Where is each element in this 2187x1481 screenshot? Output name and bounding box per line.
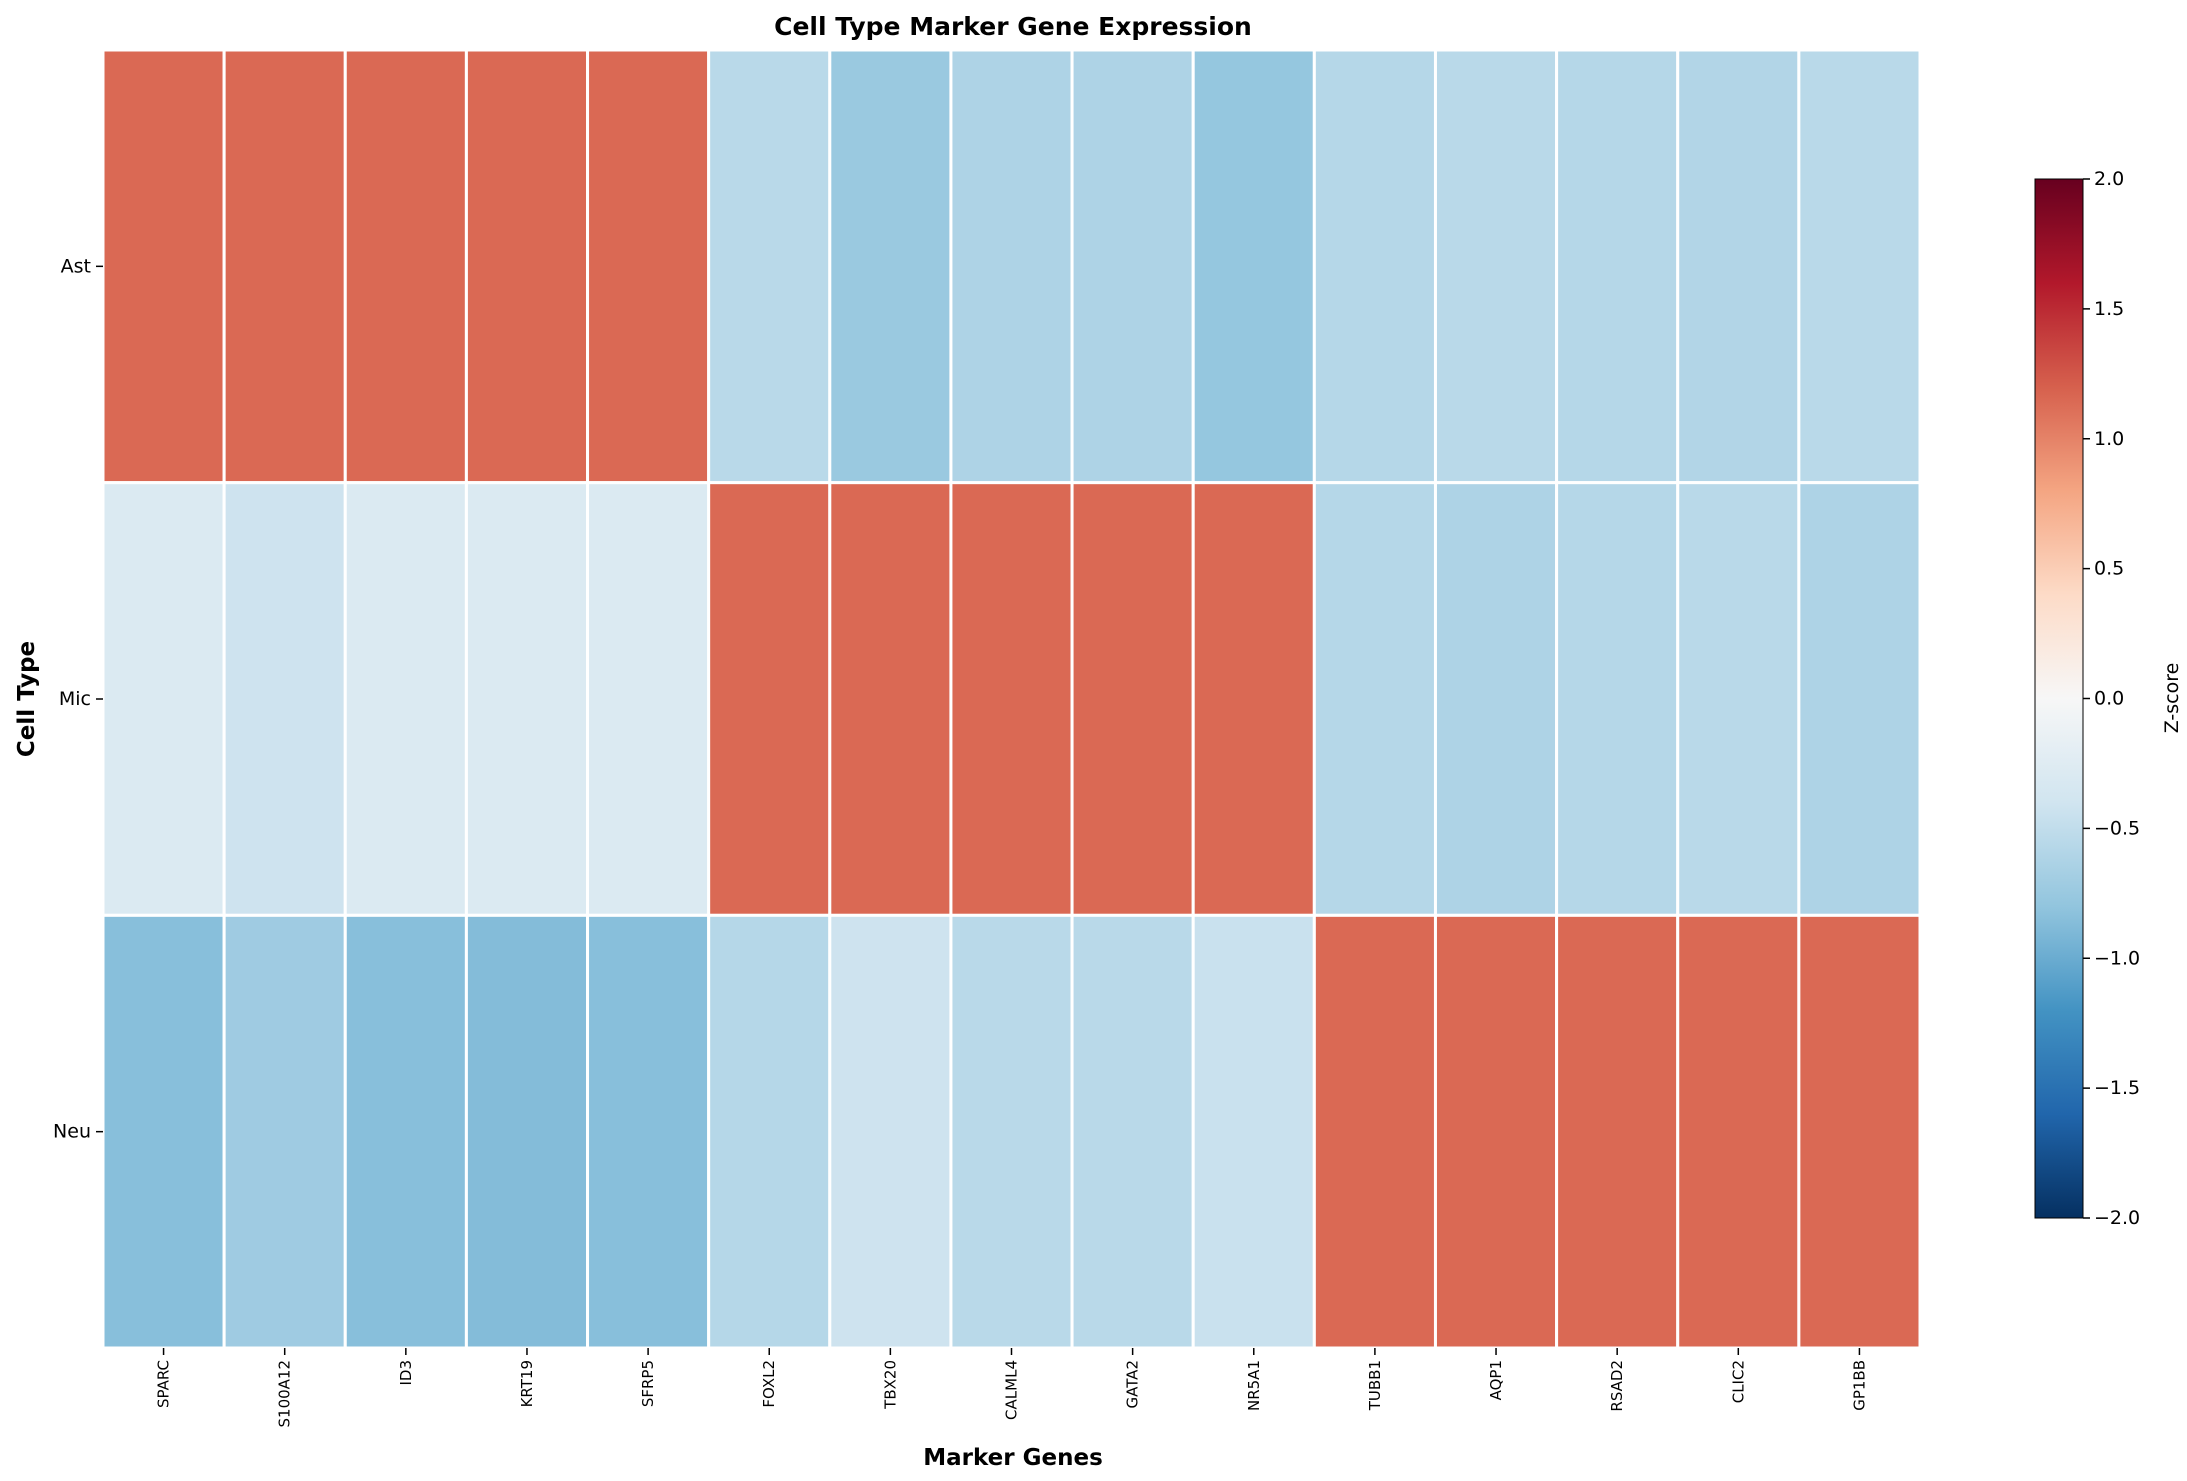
x-tick-label: S100A12	[276, 1360, 294, 1428]
x-tick-label: FOXL2	[760, 1360, 778, 1408]
y-tick-label: Ast	[61, 255, 91, 277]
x-tick-label: ID3	[397, 1360, 415, 1386]
x-tick-label: GATA2	[1124, 1360, 1142, 1409]
x-tick-label: AQP1	[1487, 1360, 1505, 1400]
heatmap-cell	[222, 913, 347, 1350]
heatmap-cell	[1191, 481, 1316, 917]
heatmap-cell	[1797, 481, 1922, 917]
heatmap-cell	[707, 48, 832, 485]
heatmap-cell	[1070, 48, 1195, 485]
heatmap-cell	[1676, 913, 1801, 1350]
heatmap-cell	[101, 481, 226, 917]
x-tick-label: CALML4	[1003, 1360, 1021, 1420]
heatmap-cell	[949, 481, 1074, 917]
x-axis-label: Marker Genes	[923, 1445, 1103, 1471]
x-tick-label: SFRP5	[639, 1360, 657, 1407]
y-tick-label: Mic	[59, 688, 91, 710]
heatmap-cell	[949, 48, 1074, 485]
heatmap-cell	[1312, 913, 1437, 1350]
heatmap-cell	[1433, 481, 1559, 917]
heatmap-cell	[464, 48, 590, 485]
colorbar-gradient	[2034, 178, 2084, 1219]
heatmap-cell	[1676, 48, 1801, 485]
heatmap-cell	[1555, 913, 1680, 1350]
y-axis-ticks: Ast Mic Neu	[53, 255, 103, 1143]
heatmap-cell	[707, 913, 832, 1350]
colorbar-tick-label: 0.0	[2094, 688, 2124, 710]
heatmap-cell	[1676, 481, 1801, 917]
heatmap-cell	[1191, 48, 1316, 485]
heatmap-cell	[586, 481, 711, 917]
x-tick-label: NR5A1	[1245, 1360, 1263, 1411]
heatmap-cell	[1070, 481, 1195, 917]
heatmap-cell	[1555, 48, 1680, 485]
x-tick-label: TBX20	[881, 1360, 899, 1410]
heatmap-cell	[1312, 481, 1437, 917]
colorbar-tick-label: 1.5	[2094, 298, 2124, 320]
heatmap-cell	[343, 913, 468, 1350]
heatmap-cell	[828, 48, 953, 485]
x-tick-label: RSAD2	[1608, 1360, 1626, 1412]
colorbar: 2.0 1.5 1.0 0.5 0.0 −0.5 −1.0 −1.5 −2.0 Z-score	[2034, 168, 2183, 1229]
colorbar-tick-label: 0.5	[2094, 558, 2124, 580]
heatmap-cell	[586, 48, 711, 485]
heatmap-cell	[586, 913, 711, 1350]
heatmap-cell	[828, 913, 953, 1350]
heatmap-cell	[707, 481, 832, 917]
colorbar-tick-label: 2.0	[2094, 168, 2124, 190]
heatmap-cell	[101, 48, 226, 485]
heatmap-cell	[464, 913, 590, 1350]
heatmap-cell	[1433, 48, 1559, 485]
colorbar-ticks: 2.0 1.5 1.0 0.5 0.0 −0.5 −1.0 −1.5 −2.0	[2083, 168, 2140, 1229]
heatmap-cell	[1797, 48, 1922, 485]
colorbar-tick-label: 1.0	[2094, 428, 2124, 450]
colorbar-tick-label: −1.5	[2094, 1077, 2140, 1099]
heatmap-cell	[464, 481, 590, 917]
x-tick-label: GP1BB	[1850, 1360, 1868, 1411]
heatmap-cell	[1070, 913, 1195, 1350]
heatmap-cell	[828, 481, 953, 917]
x-tick-label: TUBB1	[1366, 1360, 1384, 1411]
heatmap-cell	[1191, 913, 1316, 1350]
colorbar-label: Z-score	[2161, 663, 2183, 734]
y-tick-label: Neu	[53, 1121, 91, 1143]
colorbar-tick-label: −0.5	[2094, 817, 2140, 839]
heatmap-cell	[101, 913, 226, 1350]
heatmap-cell	[222, 481, 347, 917]
colorbar-tick-label: −1.0	[2094, 947, 2140, 969]
heatmap-cell	[1555, 481, 1680, 917]
heatmap-cell	[1433, 913, 1559, 1350]
heatmap-cell	[222, 48, 347, 485]
heatmap-cells	[101, 48, 1922, 1350]
x-axis-ticks: SPARC S100A12 ID3 KRT19 SFRP5 FOXL2 TBX20 CALML…	[155, 1348, 1868, 1428]
y-axis-label: Cell Type	[14, 641, 40, 757]
x-tick-label: CLIC2	[1729, 1360, 1747, 1403]
heatmap-cell	[343, 48, 468, 485]
x-tick-label: SPARC	[155, 1360, 173, 1408]
heatmap-cell	[1312, 48, 1437, 485]
heatmap-cell	[1797, 913, 1922, 1350]
x-tick-label: KRT19	[518, 1360, 536, 1407]
colorbar-tick-label: −2.0	[2094, 1207, 2140, 1229]
chart-title: Cell Type Marker Gene Expression	[774, 12, 1252, 41]
heatmap-cell	[949, 913, 1074, 1350]
heatmap-cell	[343, 481, 468, 917]
